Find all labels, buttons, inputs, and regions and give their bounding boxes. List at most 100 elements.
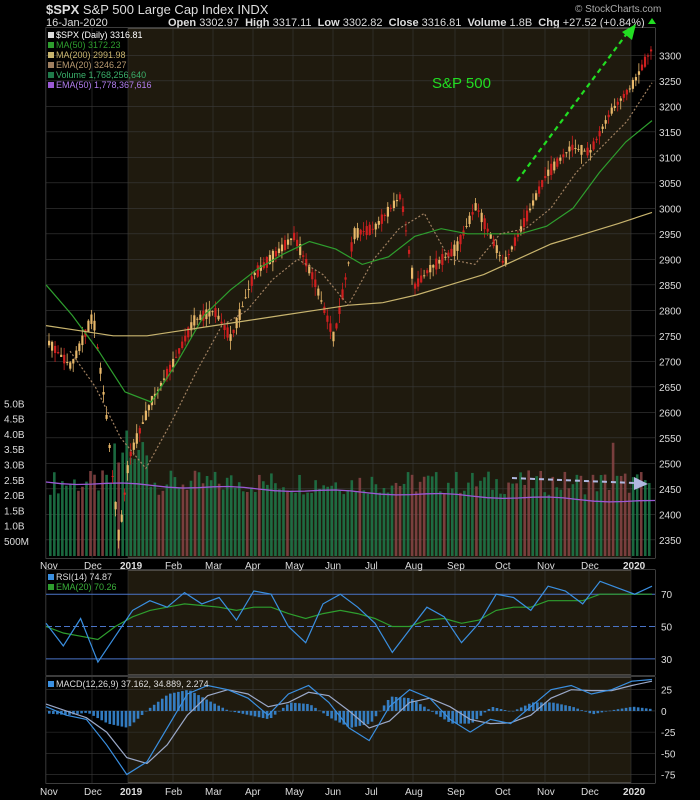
x-label-p3-1: Dec — [84, 787, 102, 798]
candle-body-135 — [456, 241, 459, 251]
candle-body-150 — [501, 260, 504, 263]
candle-body-7 — [69, 362, 72, 369]
volume-bar-94 — [426, 475, 430, 556]
candle-body-36 — [156, 389, 160, 391]
macd-hist-bar-115 — [511, 710, 515, 712]
candle-body-49 — [196, 318, 199, 320]
volume-bar-114 — [507, 482, 510, 556]
candle-body-29 — [135, 433, 138, 444]
candle-body-162 — [538, 186, 541, 194]
volume-bar-59 — [286, 490, 289, 556]
candle-body-180 — [592, 141, 595, 150]
candle-body-172 — [568, 146, 571, 152]
volume-bar-108 — [483, 477, 486, 556]
candle-body-62 — [235, 317, 238, 329]
volume-bar-129 — [567, 488, 571, 556]
volume-bar-122 — [539, 470, 543, 556]
macd-hist-bar-58 — [281, 707, 285, 711]
volume-bar-49 — [245, 491, 249, 556]
macd-hist-bar-38 — [201, 697, 204, 711]
volume-bar-52 — [258, 474, 261, 556]
candle-body-73 — [268, 254, 272, 264]
candle-body-103 — [359, 229, 362, 235]
candle-body-101 — [353, 228, 356, 240]
macd-hist-bar-10 — [88, 710, 91, 714]
candle-body-81 — [293, 232, 296, 241]
macd-hist-bar-51 — [253, 710, 257, 717]
macd-hist-bar-61 — [294, 702, 297, 711]
macd-hist-bar-149 — [648, 708, 652, 711]
volume-bar-133 — [583, 494, 587, 556]
candle-body-88 — [314, 279, 317, 287]
macd-legend-swatch — [48, 681, 54, 687]
x-label-p3-11: Oct — [495, 787, 511, 798]
volume-bar-134 — [587, 480, 591, 556]
candle-body-138 — [465, 225, 468, 227]
macd-hist-bar-57 — [277, 710, 281, 712]
macd-hist-bar-11 — [92, 710, 95, 716]
volume-bar-120 — [531, 488, 534, 556]
candle-body-110 — [380, 214, 383, 224]
macd-hist-bar-75 — [350, 710, 354, 728]
x-label-p1-14: 2020 — [623, 561, 646, 572]
candle-body-79 — [286, 239, 290, 245]
volume-bar-109 — [487, 471, 490, 556]
macd-hist-bar-50 — [249, 710, 253, 716]
volume-label-3: 2.0B — [4, 491, 25, 502]
volume-bar-124 — [547, 494, 551, 556]
candle-body-23 — [117, 529, 120, 541]
volume-bar-54 — [266, 484, 269, 556]
candle-body-118 — [404, 230, 408, 232]
macd-hist-bar-43 — [221, 707, 225, 711]
candle-body-92 — [326, 315, 329, 322]
candle-body-178 — [586, 147, 589, 156]
candle-body-100 — [350, 242, 353, 252]
volume-bar-33 — [181, 484, 185, 556]
macd-hist-bar-16 — [112, 710, 116, 725]
macd-hist-bar-20 — [128, 710, 132, 727]
volume-bar-100 — [451, 488, 454, 556]
candle-body-170 — [562, 154, 565, 158]
chg-label: Chg — [538, 17, 560, 29]
macd-hist-bar-95 — [431, 710, 434, 712]
macd-hist-bar-98 — [443, 710, 446, 720]
volume-bar-97 — [438, 491, 442, 556]
candle-body-13 — [87, 320, 90, 332]
chg-up-marker — [648, 18, 656, 24]
macd-hist-bar-82 — [378, 710, 382, 712]
macd-hist-bar-65 — [310, 705, 313, 711]
candle-body-166 — [550, 163, 553, 176]
macd-hist-bar-137 — [600, 710, 604, 713]
x-label-p3-3: Feb — [165, 787, 183, 798]
candle-body-185 — [607, 114, 610, 118]
candle-body-87 — [311, 272, 314, 280]
volume-trend-arrow — [511, 477, 635, 484]
volume-bar-27 — [157, 494, 161, 556]
volume-trend-arrow-head — [634, 477, 648, 490]
candle-body-111 — [383, 214, 386, 217]
volume-label-6: 3.5B — [4, 445, 25, 456]
macd-hist-bar-128 — [564, 705, 567, 711]
candle-body-179 — [589, 150, 592, 153]
candle-body-86 — [308, 265, 311, 274]
chg-value: +27.52 (+0.84%) — [562, 17, 645, 29]
candle-body-75 — [274, 251, 278, 257]
macd-hist-bar-18 — [120, 710, 124, 727]
volume-bar-57 — [278, 489, 281, 556]
macd-hist-bar-121 — [536, 702, 539, 711]
macd-hist-bar-36 — [193, 692, 196, 711]
macd-hist-bar-79 — [366, 710, 370, 725]
macd-hist-bar-22 — [136, 710, 140, 719]
candle-body-98 — [344, 277, 347, 280]
macd-hist-bar-94 — [427, 709, 430, 711]
legend-swatch-2 — [48, 52, 54, 58]
y-label-7: 2700 — [659, 357, 682, 368]
candle-body-151 — [504, 256, 507, 265]
candle-body-127 — [432, 265, 435, 268]
macd-hist-bar-31 — [173, 692, 176, 711]
x-label-p3-8: Jul — [365, 787, 378, 798]
candle-body-65 — [244, 297, 247, 299]
y-label-19: 3300 — [659, 51, 682, 62]
volume-bar-61 — [294, 492, 297, 556]
